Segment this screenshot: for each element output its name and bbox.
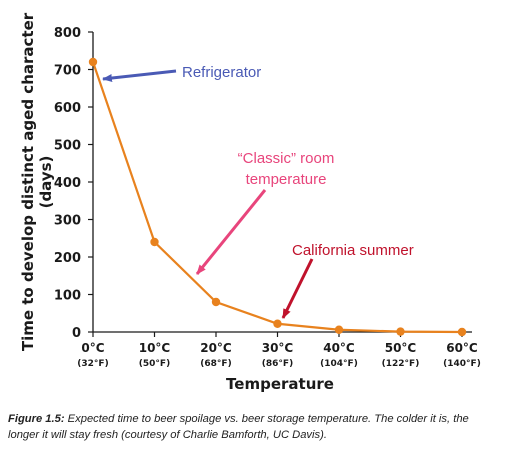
annotation-refrigerator: Refrigerator	[182, 64, 261, 81]
x-tick-label: 10°C	[139, 341, 171, 355]
data-point	[457, 327, 467, 337]
y-tick-label: 800	[54, 26, 81, 41]
data-point	[88, 57, 98, 67]
x-tick-sublabel: (32°F)	[77, 359, 108, 369]
chart: 0 100 200 300 400 500 600 700 800 0°C (32°F) 10°C (…	[19, 12, 481, 393]
y-tick-label: 0	[72, 326, 81, 341]
x-tick-sublabel: (104°F)	[320, 359, 358, 369]
y-tick-label: 700	[54, 64, 81, 79]
y-tick-label: 200	[54, 251, 81, 266]
y-tick-label: 600	[54, 101, 81, 116]
y-tick-label: 500	[54, 139, 81, 154]
series-polyline	[91, 61, 463, 334]
x-tick-sublabel: (86°F)	[262, 359, 293, 369]
y-tick-label: 100	[54, 289, 81, 304]
x-tick-sublabel: (140°F)	[443, 359, 481, 369]
data-point	[211, 297, 221, 307]
x-ticks: 0°C (32°F) 10°C (50°F) 20°C (68°F) 30°C (86°F) 4…	[77, 332, 481, 369]
room-temperature-arrow	[195, 189, 267, 275]
annotation-room-temperature: “Classic” room	[238, 150, 335, 167]
y-axis-title-unit: (days)	[37, 156, 55, 209]
annotation-california-summer: California summer	[292, 242, 414, 259]
data-point	[273, 319, 282, 328]
data-point	[150, 237, 159, 247]
x-tick-label: 30°C	[262, 341, 294, 355]
california-summer-arrow	[281, 258, 314, 319]
data-point	[334, 325, 344, 334]
figure-caption: Figure 1.5: Expected time to beer spoila…	[8, 411, 498, 443]
series-line	[88, 57, 467, 337]
annotation-room-temperature-line2: temperature	[246, 171, 327, 188]
refrigerator-arrow	[102, 69, 177, 82]
x-tick-label: 0°C	[81, 341, 104, 355]
x-axis-title: Temperature	[226, 375, 334, 393]
y-axis-title: Time to develop distinct aged character	[19, 12, 37, 351]
y-tick-label: 400	[54, 176, 81, 191]
y-ticks: 0 100 200 300 400 500 600 700 800	[54, 26, 93, 341]
x-tick-label: 50°C	[385, 341, 417, 355]
y-tick-label: 300	[54, 214, 81, 229]
x-tick-sublabel: (50°F)	[139, 359, 170, 369]
x-tick-label: 40°C	[323, 341, 355, 355]
x-tick-label: 60°C	[446, 341, 478, 355]
x-tick-sublabel: (122°F)	[382, 359, 420, 369]
x-tick-sublabel: (68°F)	[200, 359, 231, 369]
data-point	[396, 327, 405, 336]
caption-lead: Figure 1.5:	[8, 413, 65, 425]
x-tick-label: 20°C	[200, 341, 232, 355]
caption-text: Expected time to beer spoilage vs. beer …	[8, 413, 469, 441]
